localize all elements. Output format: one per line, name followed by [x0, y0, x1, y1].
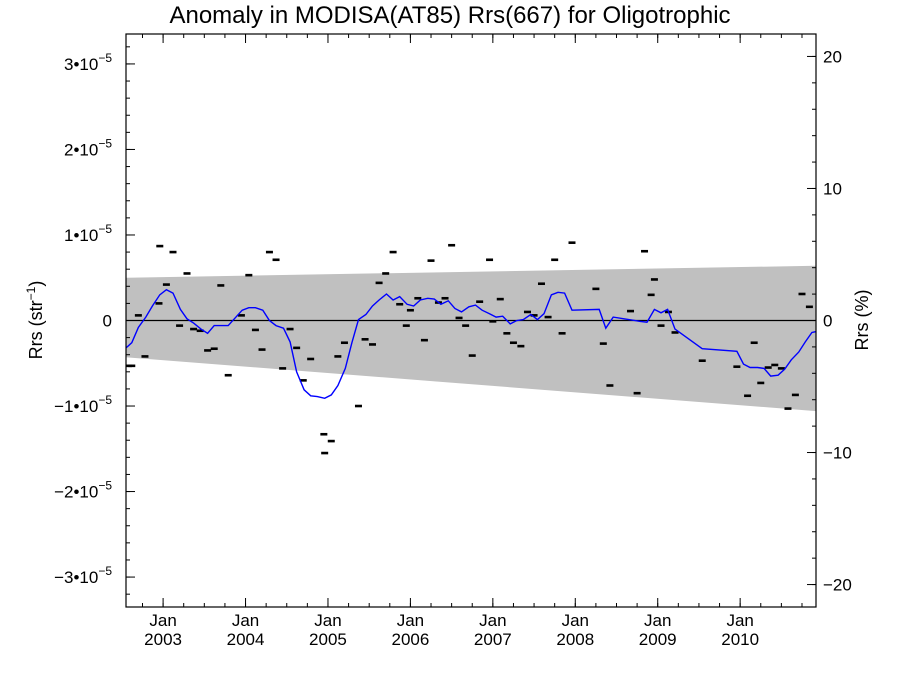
y-left-tick-label: 2•10−5 [64, 136, 112, 159]
uncertainty-band-layer [126, 265, 816, 412]
x-tick-month-label: Jan [562, 611, 589, 630]
x-tick-month-label: Jan [314, 611, 341, 630]
y-right-tick-label: −10 [823, 444, 852, 463]
x-tick-year-label: 2009 [639, 630, 677, 649]
x-tick-year-label: 2010 [721, 630, 759, 649]
x-tick-year-label: 2006 [391, 630, 429, 649]
y-right-tick-label: 10 [823, 179, 842, 198]
y-left-tick-label: 1•10−5 [64, 222, 112, 245]
x-tick-year-label: 2003 [144, 630, 182, 649]
x-tick-year-label: 2005 [309, 630, 347, 649]
x-tick-month-label: Jan [397, 611, 424, 630]
y-left-tick-label: −1•10−5 [54, 393, 112, 416]
x-tick-month-label: Jan [149, 611, 176, 630]
y-left-tick-label: −3•10−5 [54, 564, 112, 587]
y-left-tick-label: −2•10−5 [54, 479, 112, 502]
y-right-tick-label: 20 [823, 47, 842, 66]
y-left-tick-label: 0 [103, 312, 112, 331]
y-right-tick-label: −20 [823, 576, 852, 595]
trend-line-layer [126, 288, 816, 400]
y-axis-right-title: Rrs (%) [852, 290, 872, 351]
uncertainty-band [126, 265, 816, 412]
x-tick-year-label: 2008 [556, 630, 594, 649]
x-tick-month-label: Jan [232, 611, 259, 630]
x-tick-month-label: Jan [479, 611, 506, 630]
x-tick-year-label: 2007 [474, 630, 512, 649]
y-left-tick-label: 3•10−5 [64, 51, 112, 74]
data-points-layer [126, 241, 813, 455]
chart-title: Anomaly in MODISA(AT85) Rrs(667) for Oli… [169, 2, 731, 29]
y-axis-left-title: Rrs (str−1) [24, 281, 46, 360]
axes-layer: 3•10−5 2•10−5 1•10−5 0 −1•10−5 −2•10−5 −3•10−5… [54, 34, 852, 649]
trend-line [126, 288, 816, 400]
x-tick-year-label: 2004 [227, 630, 265, 649]
x-tick-month-label: Jan [726, 611, 753, 630]
x-tick-month-label: Jan [644, 611, 671, 630]
y-right-tick-label: 0 [823, 312, 832, 331]
